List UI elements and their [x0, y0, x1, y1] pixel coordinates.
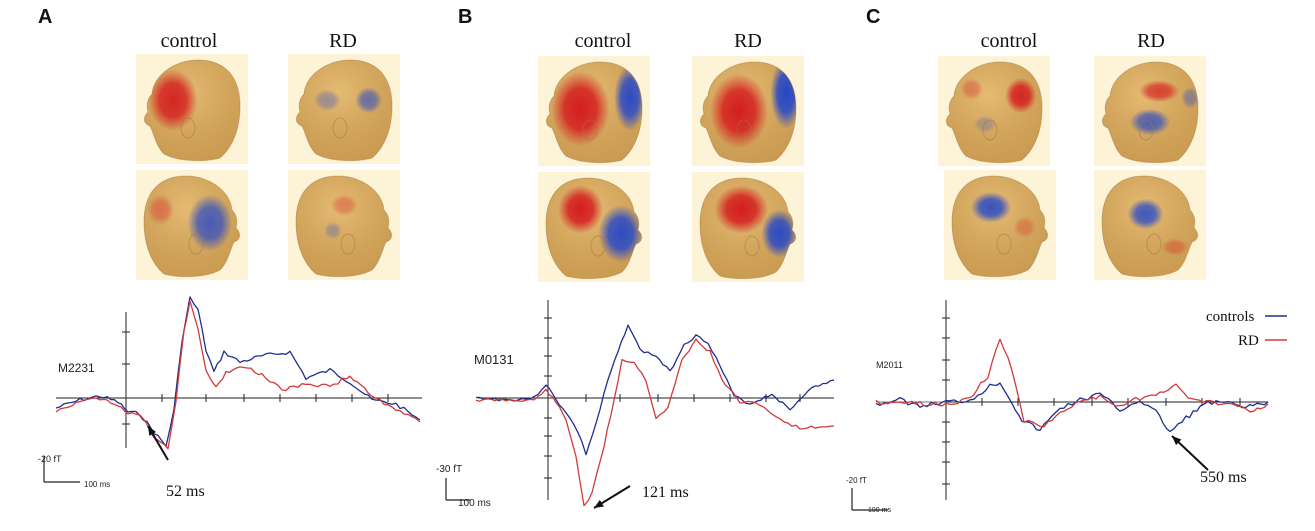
head-map-b-control-right [538, 172, 650, 282]
head-map-c-rd-left [1094, 56, 1206, 166]
panel-c-control-label: control [980, 30, 1038, 52]
waveform-traces [43, 296, 1269, 511]
panel-b-scale-time: 100 ms [458, 498, 491, 509]
panel-letter-b: B [458, 6, 473, 28]
legend-controls-label: controls [1206, 309, 1254, 325]
panel-a-scale-time: 100 ms [84, 480, 110, 489]
panel-a-scale-amplitude: -20 fT [38, 454, 62, 464]
head-map-b-control-left [538, 56, 650, 166]
panel-a-latency-annotation: 52 ms [166, 483, 205, 500]
panel-b-rd-label: RD [734, 30, 762, 52]
head-map-c-control-right [944, 170, 1056, 280]
head-map-a-control-right [136, 170, 248, 280]
head-map-a-rd-right [288, 170, 400, 280]
panel-c-channel-label: M2011 [876, 360, 903, 370]
head-map-a-rd-left [288, 54, 400, 164]
panel-letter-c: C [866, 6, 881, 28]
panel-letter-a: A [38, 6, 53, 28]
legend-rd-label: RD [1238, 333, 1259, 349]
panel-b-channel-label: M0131 [474, 352, 514, 367]
head-map-c-control-left [938, 56, 1050, 166]
panel-a-channel-label: M2231 [58, 361, 95, 375]
panel-c-rd-label: RD [1137, 30, 1165, 52]
head-map-b-rd-left [692, 56, 804, 166]
head-map-b-rd-right [692, 172, 804, 282]
panel-a-control-label: control [160, 30, 218, 52]
panel-c-scale-amplitude: -20 fT [846, 476, 867, 485]
head-map-c-rd-right [1094, 170, 1206, 280]
panel-b-control-label: control [574, 30, 632, 52]
panel-b-scale-amplitude: -30 fT [436, 464, 462, 475]
panel-a-rd-label: RD [329, 30, 357, 52]
panel-b-latency-annotation: 121 ms [642, 484, 689, 501]
head-map-a-control-left [136, 54, 248, 164]
panel-c-latency-annotation: 550 ms [1200, 469, 1247, 486]
panel-c-scale-time: 100 ms [868, 507, 891, 514]
